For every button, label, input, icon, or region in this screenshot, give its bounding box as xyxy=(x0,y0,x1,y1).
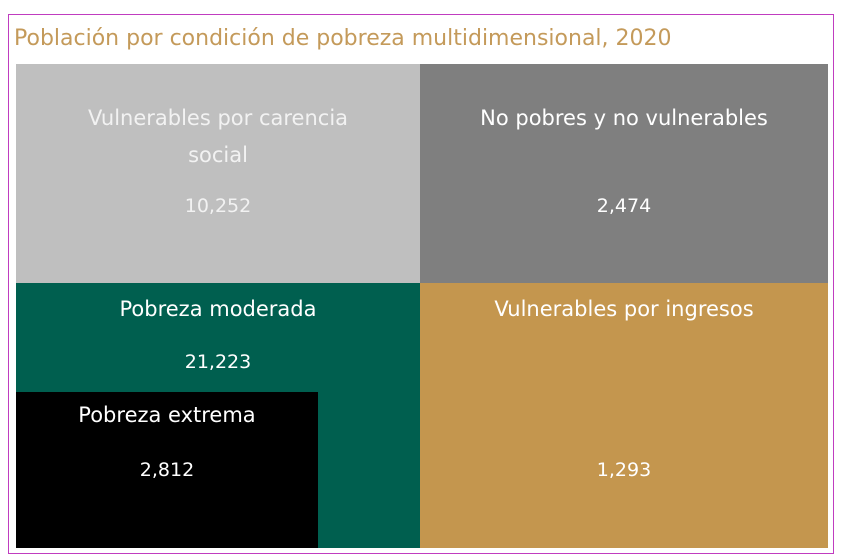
tile-value: 2,474 xyxy=(596,195,652,217)
tile-label: No pobres y no vulnerables xyxy=(480,106,768,130)
tile: Pobreza extrema 2,812 xyxy=(16,392,318,548)
tile-label: Pobreza moderada xyxy=(119,297,317,321)
tile-value: 21,223 xyxy=(184,351,252,373)
tile: Vulnerables por ingresos 1,293 xyxy=(420,283,828,548)
tile-label: Vulnerables por ingresos xyxy=(494,297,754,321)
tile: Vulnerables por carencia social 10,252 xyxy=(16,64,420,283)
title: Población por condición de pobreza multi… xyxy=(14,26,672,51)
tile-value: 1,293 xyxy=(596,459,652,481)
tile-value: 10,252 xyxy=(184,195,252,217)
tile: No pobres y no vulnerables 2,474 xyxy=(420,64,828,283)
tile-label: Pobreza extrema xyxy=(78,403,256,427)
tile-label: Vulnerables por carencia social xyxy=(87,106,349,167)
tile-value: 2,812 xyxy=(139,459,195,481)
